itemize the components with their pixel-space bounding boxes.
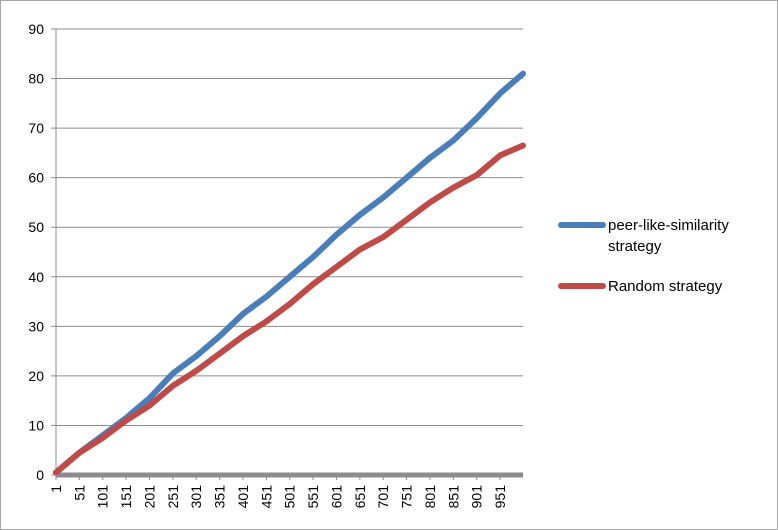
y-tick-label: 80 xyxy=(28,71,44,87)
legend-label-2: Random strategy xyxy=(608,278,723,295)
x-tick-label: 651 xyxy=(352,485,368,509)
x-tick-label: 1 xyxy=(48,485,64,493)
x-tick-label: 801 xyxy=(422,485,438,509)
y-axis: 0 10 20 30 40 50 60 70 80 90 xyxy=(28,21,57,483)
y-tick-label: 40 xyxy=(28,269,44,285)
y-tick-label: 90 xyxy=(28,21,44,37)
x-axis: 1 51 101 151 201 251 301 351 401 451 501 551 601 651 7… xyxy=(48,472,523,509)
legend: peer-like-similarity strategy Random strat… xyxy=(558,217,729,295)
x-tick-label: 851 xyxy=(445,485,461,509)
x-tick-label: 401 xyxy=(235,485,251,509)
gridlines xyxy=(56,28,523,426)
x-tick-label: 901 xyxy=(469,485,485,509)
x-tick-label: 251 xyxy=(165,485,181,509)
x-tick-label: 351 xyxy=(212,485,228,509)
x-tick-label: 951 xyxy=(492,485,508,509)
x-tick-label: 501 xyxy=(282,485,298,509)
x-tick-label: 601 xyxy=(328,485,344,509)
x-tick-label: 151 xyxy=(118,485,134,509)
x-tick-label: 101 xyxy=(95,485,111,509)
legend-label-1: peer-like-similarity strategy xyxy=(608,217,729,255)
y-tick-label: 0 xyxy=(36,467,44,483)
series-line-1 xyxy=(53,70,526,476)
y-tick-label: 20 xyxy=(28,368,44,384)
x-tick-label: 451 xyxy=(258,485,274,509)
x-tick-label: 751 xyxy=(399,485,415,509)
x-tick-label: 51 xyxy=(71,485,87,501)
y-tick-label: 70 xyxy=(28,120,44,136)
y-tick-label: 60 xyxy=(28,170,44,186)
x-tick-label: 301 xyxy=(188,485,204,509)
series-lines xyxy=(53,70,526,476)
y-tick-label: 10 xyxy=(28,417,44,433)
y-tick-label: 50 xyxy=(28,219,44,235)
x-tick-label: 201 xyxy=(141,485,157,509)
x-tick-label: 701 xyxy=(375,485,391,509)
series-line-2 xyxy=(53,142,526,476)
x-tick-label: 551 xyxy=(305,485,321,509)
y-tick-label: 30 xyxy=(28,318,44,334)
